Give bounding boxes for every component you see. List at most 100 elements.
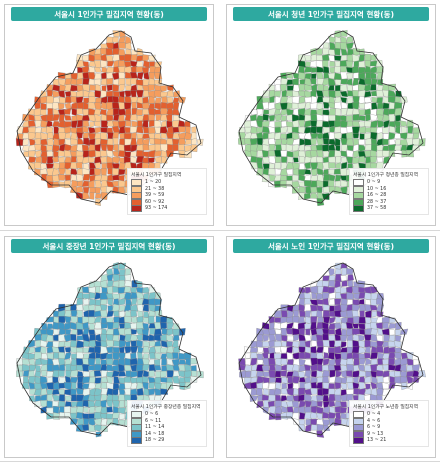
district-area: [286, 395, 294, 402]
district-area: [256, 353, 264, 361]
district-area: [299, 412, 306, 420]
district-area: [113, 406, 119, 414]
district-area: [129, 377, 138, 384]
district-area: [365, 114, 371, 122]
district-area: [70, 174, 77, 182]
district-area: [135, 66, 145, 73]
district-area: [364, 375, 372, 383]
district-area: [369, 304, 378, 311]
district-area: [333, 30, 342, 38]
district-area: [46, 352, 54, 360]
district-area: [40, 405, 48, 414]
district-area: [329, 61, 336, 67]
district-area: [130, 310, 138, 318]
district-area: [286, 151, 294, 158]
district-area: [57, 321, 66, 330]
district-area: [142, 151, 150, 158]
district-area: [88, 394, 96, 402]
district-area: [274, 340, 282, 348]
district-area: [311, 84, 318, 92]
district-area: [359, 133, 366, 141]
district-area: [131, 280, 138, 288]
district-area: [53, 138, 60, 146]
district-area: [119, 269, 126, 276]
district-area: [351, 126, 361, 134]
district-area: [52, 84, 61, 92]
district-area: [358, 156, 366, 163]
district-area: [112, 84, 119, 92]
district-area: [93, 66, 102, 73]
district-area: [64, 352, 72, 360]
district-area: [274, 113, 282, 122]
legend-range: 16 ~ 28: [367, 193, 387, 199]
district-area: [365, 358, 371, 366]
legend-range: 6 ~ 11: [145, 418, 162, 424]
district-area: [292, 77, 299, 86]
district-area: [46, 364, 54, 372]
district-area: [88, 382, 96, 389]
district-area: [161, 327, 168, 335]
district-area: [394, 145, 402, 151]
district-area: [352, 316, 360, 324]
district-area: [292, 375, 300, 384]
district-area: [153, 334, 162, 342]
district-area: [268, 394, 277, 402]
district-area: [340, 48, 348, 56]
district-area: [322, 304, 331, 311]
map-legend: 서울시 1인가구 중장년층 밀집지역 0 ~ 6 6 ~ 11 11 ~ 14 …: [127, 399, 207, 447]
district-area: [161, 156, 168, 164]
district-area: [82, 84, 90, 92]
district-area: [395, 114, 401, 123]
district-area: [275, 333, 282, 342]
district-area: [382, 322, 389, 329]
district-area: [28, 382, 35, 390]
district-area: [328, 102, 335, 109]
legend-range: 10 ~ 16: [367, 186, 387, 192]
district-area: [88, 96, 97, 104]
district-area: [364, 102, 373, 110]
choropleth-map: [16, 262, 204, 438]
district-area: [322, 161, 330, 170]
district-area: [130, 382, 137, 389]
district-area: [107, 174, 114, 182]
district-area: [88, 127, 96, 134]
district-area: [70, 333, 77, 342]
district-area: [358, 334, 365, 342]
district-area: [261, 149, 269, 158]
district-area: [269, 364, 276, 371]
district-area: [69, 162, 78, 169]
district-area: [281, 310, 288, 318]
district-area: [46, 150, 54, 157]
district-area: [262, 138, 269, 146]
district-area: [322, 375, 329, 384]
district-area: [298, 328, 305, 336]
district-area: [250, 376, 258, 383]
district-area: [309, 193, 319, 199]
district-area: [418, 138, 426, 147]
legend-title: 서울시 1인가구 청년층 밀집지역: [353, 172, 418, 178]
district-area: [256, 132, 264, 139]
district-area: [70, 316, 78, 323]
district-area: [161, 149, 167, 159]
district-area: [105, 55, 114, 62]
district-area: [340, 383, 348, 391]
district-area: [124, 334, 132, 342]
district-area: [40, 95, 48, 104]
district-area: [28, 156, 37, 163]
district-area: [46, 156, 54, 165]
district-area: [100, 127, 109, 134]
district-area: [154, 352, 161, 360]
district-area: [88, 291, 96, 299]
district-area: [70, 369, 79, 377]
district-area: [358, 102, 366, 109]
district-area: [340, 406, 347, 414]
district-area: [99, 291, 108, 300]
district-area: [63, 406, 71, 413]
district-area: [123, 304, 132, 312]
district-area: [322, 53, 330, 61]
district-area: [153, 79, 163, 86]
district-area: [76, 119, 83, 128]
district-area: [65, 96, 72, 104]
district-area: [317, 83, 324, 92]
district-area: [381, 382, 390, 390]
